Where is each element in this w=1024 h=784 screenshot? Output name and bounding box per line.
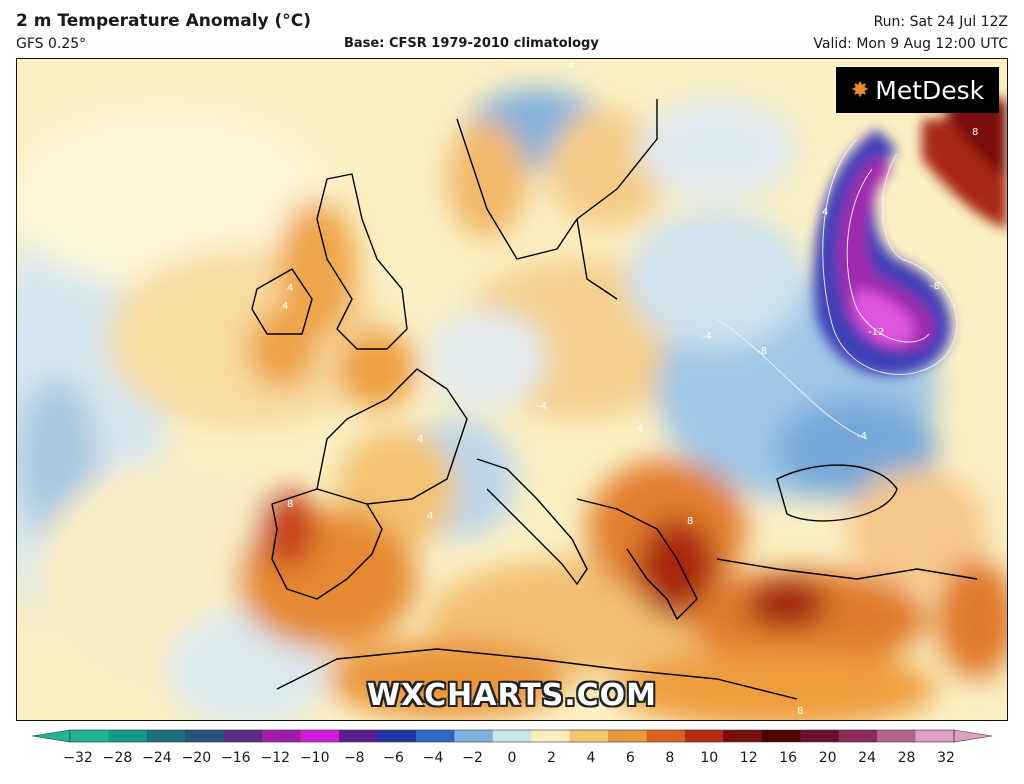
colorbar-swatch [492, 730, 532, 742]
colorbar-tick-label: 28 [897, 750, 916, 766]
temperature-anomaly-map: 4 4 4 4 4 4 -4 -4 -4 -8 -12 8 8 8 8 -8 4… [16, 58, 1008, 721]
colorbar-tick-label: −12 [260, 750, 291, 766]
contour-label: 4 [417, 434, 423, 445]
contour-label: -4 [857, 431, 867, 442]
colorbar: −32 −28 −24 −20 −16 −12 −10 −8 −6 −4 −2 0 2 4 6 8 10 12 16… [0, 724, 1024, 784]
colorbar-tick-label: 24 [858, 750, 876, 766]
contour-label: -4 [702, 331, 712, 342]
run-time-label: Run: Sat 24 Jul 12Z [873, 14, 1008, 30]
contour-label: 4 [822, 207, 828, 218]
colorbar-tick-label: −10 [299, 750, 330, 766]
colorbar-swatch [761, 730, 801, 742]
colorbar-swatch [915, 730, 955, 742]
model-label: GFS 0.25° [16, 36, 87, 52]
climatology-base-label: Base: CFSR 1979-2010 climatology [344, 36, 599, 51]
colorbar-tick-label: 32 [937, 750, 955, 766]
colorbar-swatch [415, 730, 455, 742]
colorbar-swatch [800, 730, 840, 742]
colorbar-swatch [339, 730, 378, 742]
colorbar-tick-label: −2 [462, 750, 483, 766]
colorbar-swatch [146, 730, 186, 742]
colorbar-tick-label: −32 [63, 750, 93, 766]
colorbar-tick-label: −4 [422, 750, 444, 766]
colorbar-tick-label: −6 [383, 750, 404, 766]
contour-label: 8 [687, 516, 693, 527]
colorbar-swatch [569, 730, 609, 742]
colorbar-swatch [454, 730, 494, 742]
colorbar-swatch [531, 730, 571, 742]
colorbar-tick-label: 10 [700, 750, 719, 766]
contour-label: -8 [930, 281, 940, 292]
colorbar-tick-label: −28 [102, 750, 133, 766]
colorbar-swatch [838, 730, 878, 742]
coastlines [251, 99, 978, 700]
contour-label: 8 [797, 706, 803, 717]
colorbar-tick-label: 4 [586, 750, 596, 766]
colorbar-tick-label: 8 [665, 750, 675, 766]
colorbar-tick-label: 6 [625, 750, 635, 766]
contour-label: 4 [282, 301, 288, 312]
colorbar-swatch [185, 730, 225, 742]
wxcharts-watermark: WXCHARTS.COM [366, 678, 658, 713]
contour-label: 4 [287, 283, 293, 294]
colorbar-swatch [877, 730, 917, 742]
colorbar-swatch [300, 730, 340, 742]
colorbar-tick-label: −8 [343, 750, 365, 766]
colorbar-right-arrow [953, 729, 993, 743]
colorbar-swatch [70, 730, 109, 742]
sunburst-logo-icon: ✸ [850, 77, 870, 103]
contour-label: 4 [568, 61, 574, 72]
brand-name: MetDesk [875, 75, 985, 105]
map-canvas: 4 4 4 4 4 4 -4 -4 -4 -8 -12 8 8 8 8 -8 4 [17, 59, 1007, 720]
chart-title: 2 m Temperature Anomaly (°C) [16, 11, 312, 31]
contour-label: -4 [537, 401, 547, 412]
colorbar-tick-label: 12 [739, 750, 758, 766]
colorbar-swatch [223, 730, 263, 742]
metdesk-logo: ✸ MetDesk [836, 67, 999, 113]
colorbar-swatch [262, 730, 302, 742]
contour-label: 4 [427, 511, 433, 522]
colorbar-tick-label: 16 [779, 750, 798, 766]
cold-anomaly-russia [813, 99, 1007, 376]
colorbar-tick-label: −24 [142, 750, 172, 766]
valid-time-label: Valid: Mon 9 Aug 12:00 UTC [813, 36, 1008, 52]
colorbar-tick-label: 2 [546, 750, 556, 766]
contour-label: 8 [287, 499, 293, 510]
colorbar-swatch [684, 730, 724, 742]
colorbar-swatch [723, 730, 763, 742]
anomaly-field [17, 89, 1007, 720]
contour-lines [716, 138, 958, 440]
colorbar-tick-label: −20 [181, 750, 212, 766]
contour-label: -12 [868, 327, 884, 338]
colorbar-tick-label: 0 [507, 750, 517, 766]
contour-label: 8 [972, 127, 978, 138]
colorbar-tick-label: 20 [818, 750, 837, 766]
contour-labels: 4 4 4 4 4 4 -4 -4 -4 -8 -12 8 8 8 8 -8 4 [282, 61, 978, 717]
colorbar-swatch [108, 730, 148, 742]
contour-label: 4 [637, 424, 643, 435]
colorbar-strip [31, 729, 993, 743]
colorbar-tick-label: −16 [221, 750, 251, 766]
colorbar-swatch [608, 730, 648, 742]
colorbar-swatch [646, 730, 686, 742]
colorbar-swatch [377, 730, 417, 742]
colorbar-left-arrow [31, 729, 71, 743]
contour-label: -8 [757, 346, 767, 357]
